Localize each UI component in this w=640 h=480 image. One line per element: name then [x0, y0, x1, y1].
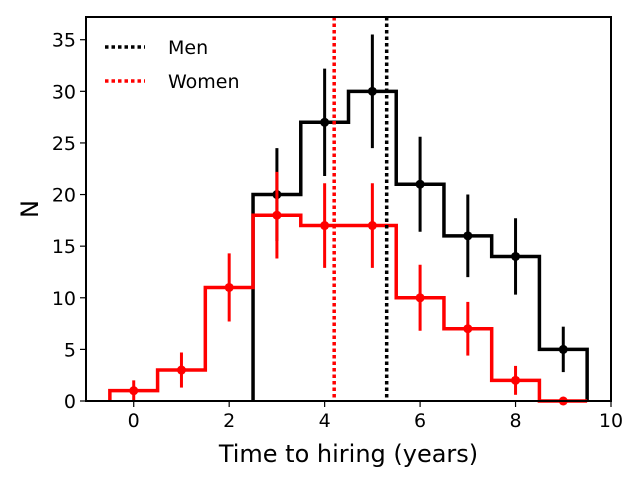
x-tick-label-5: 10	[599, 410, 623, 432]
plot-marks	[108, 17, 589, 406]
x-tick-label-1: 2	[223, 410, 235, 432]
data-point-women-2	[224, 282, 234, 292]
y-tick-label-2: 10	[52, 288, 76, 310]
x-axis-label: Time to hiring (years)	[218, 440, 478, 468]
data-point-women-5	[367, 221, 377, 231]
legend: Men Women	[105, 37, 240, 93]
data-point-women-7	[463, 324, 473, 334]
data-point-men-6	[558, 344, 568, 354]
data-point-women-1	[176, 365, 186, 375]
data-point-women-0	[129, 386, 139, 396]
series-women	[108, 171, 588, 406]
y-axis-label: N	[16, 200, 44, 218]
y-tick-label-5: 25	[52, 133, 76, 155]
data-point-men-5	[511, 251, 521, 261]
x-tick-label-0: 0	[128, 410, 140, 432]
data-point-women-3	[272, 210, 282, 220]
y-tick-label-4: 20	[52, 185, 76, 207]
data-point-women-6	[415, 293, 425, 303]
series-men	[251, 34, 589, 401]
y-tick-label-7: 35	[52, 30, 76, 52]
data-point-men-4	[463, 231, 473, 241]
data-point-women-4	[320, 221, 330, 231]
legend-label-women: Women	[168, 71, 240, 93]
x-tick-label-4: 8	[509, 410, 521, 432]
y-tick-label-6: 30	[52, 81, 76, 103]
data-point-women-8	[511, 375, 521, 385]
legend-label-men: Men	[168, 37, 208, 59]
plot-frame	[85, 16, 612, 402]
x-tick-label-2: 4	[319, 410, 331, 432]
y-tick-label-3: 15	[52, 236, 76, 258]
x-tick-label-3: 6	[414, 410, 426, 432]
axis-ticks: 0 2 4 6 8 10 0 5 10 15 20 25 30 35	[52, 30, 623, 432]
data-point-men-2	[367, 86, 377, 96]
data-point-men-3	[415, 179, 425, 189]
y-tick-label-0: 0	[64, 391, 76, 413]
y-tick-label-1: 5	[64, 339, 76, 361]
data-point-men-1	[320, 117, 330, 127]
